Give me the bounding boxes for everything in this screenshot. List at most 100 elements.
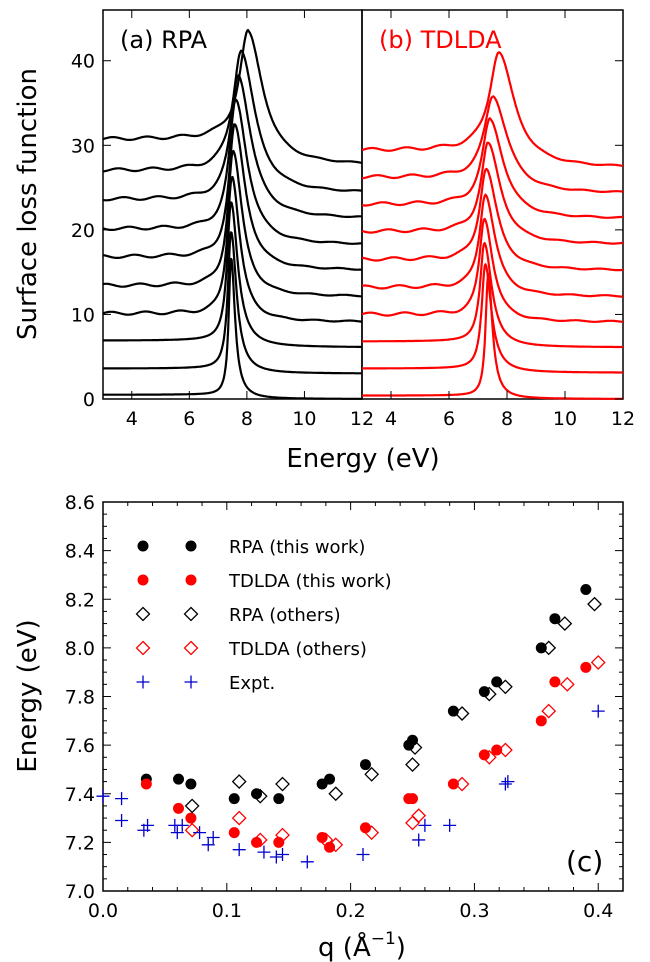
y-tick-label: 10 (71, 304, 95, 326)
bottom-y-axis-label: Energy (eV) (13, 619, 43, 772)
bottom-x-axis-label-sup: −1 (371, 929, 396, 949)
y-tick-label: 40 (71, 51, 95, 73)
series-2-point (454, 706, 470, 721)
series-2-point (275, 776, 290, 792)
legend-marker (185, 574, 197, 586)
series-3-point (405, 815, 420, 831)
series-4-point (498, 777, 512, 791)
panel-b-curve (361, 272, 624, 400)
panel-b-curve (361, 217, 624, 323)
x-tick-label: 12 (611, 408, 635, 430)
x-tick-label: 12 (350, 408, 374, 430)
series-3-point (252, 832, 268, 848)
series-4-point (591, 704, 605, 718)
bottom-x-axis-label-main: q (Å (318, 931, 371, 962)
panel-a-curve (102, 149, 363, 298)
series-3-point (590, 655, 606, 670)
x-tick-label: 6 (443, 408, 455, 430)
series-2-point (328, 786, 344, 802)
panel-a-curve (102, 123, 363, 271)
panel-c-ticks: 0.0 0.1 0.2 0.3 0.4 7.0 7.2 7.4 7.6 7.8 8.0 8.2 8.4 8… (65, 492, 623, 922)
legend-marker (135, 606, 151, 622)
legend-marker (183, 606, 199, 622)
y-tick-label: 8.0 (65, 638, 95, 660)
series-2-point (364, 766, 380, 782)
legend-label: RPA (others) (229, 605, 341, 626)
panel-b-curve (361, 117, 624, 219)
y-tick-label: 7.6 (65, 735, 95, 757)
y-tick-label: 7.4 (65, 784, 95, 806)
legend-marker (136, 675, 150, 689)
panel-c-legend: RPA (this work) TDLDA (this work) RPA (oth… (135, 537, 392, 694)
bottom-x-axis-label-close: ) (396, 933, 406, 962)
series-2-point (541, 640, 557, 656)
series-1-point (228, 827, 240, 839)
legend-label: Expt. (229, 673, 275, 694)
series-3-point (541, 703, 557, 719)
series-2-point (587, 596, 602, 612)
series-2-point (497, 679, 513, 695)
series-1-point (407, 793, 419, 805)
series-4-point (170, 826, 184, 840)
series-4-point (175, 818, 189, 832)
panel-a-curve (102, 257, 363, 400)
series-1-point (580, 661, 592, 673)
panel-a-curve (102, 175, 363, 323)
series-3-point (559, 676, 575, 692)
series-0-point (273, 793, 285, 805)
series-1-point (549, 676, 561, 688)
panel-b-tdlda: 4 6 8 10 12 (b) TDLDA (361, 9, 635, 430)
series-4-point (501, 775, 515, 789)
series-1-point (491, 744, 503, 756)
panel-a-curve (102, 201, 363, 348)
panel-a-rpa: 4 6 8 10 12 0 10 20 30 40 (a) RPA (71, 9, 374, 430)
legend-label: TDLDA (others) (228, 639, 367, 660)
series-4-point (257, 845, 271, 859)
y-tick-label: 8.6 (65, 492, 95, 514)
legend-marker (137, 574, 149, 586)
y-tick-label: 0 (83, 389, 95, 411)
series-2-point (407, 740, 423, 755)
panel-b-curve (361, 95, 624, 193)
panel-b-curve (361, 51, 624, 167)
series-1-point (535, 715, 547, 727)
panel-b-curve (361, 263, 624, 374)
series-0-point (359, 759, 371, 771)
series-0-point (535, 642, 547, 654)
panel-a-curve (102, 231, 363, 375)
series-2-point (231, 774, 247, 790)
x-tick-label: 10 (292, 408, 316, 430)
series-2-point (184, 798, 200, 814)
series-3-point (411, 808, 427, 824)
legend-marker (185, 540, 197, 552)
series-3-point (454, 776, 470, 792)
panel-a-label: (a) RPA (120, 26, 208, 54)
x-tick-label: 8 (501, 408, 513, 430)
series-0-point (407, 734, 419, 746)
series-4-point (96, 789, 110, 803)
panel-c-dispersion: 0.0 0.1 0.2 0.3 0.4 7.0 7.2 7.4 7.6 7.8 8.0 8.2 8.4 8… (65, 492, 624, 922)
y-tick-label: 7.8 (65, 687, 95, 709)
x-tick-label: 6 (183, 408, 195, 430)
series-4-point (201, 838, 215, 852)
panel-b-curve (361, 167, 624, 272)
panel-b-curve (361, 193, 624, 298)
series-1-point (447, 778, 459, 790)
panel-b-label: (b) TDLDA (379, 26, 502, 54)
y-tick-label: 7.0 (65, 881, 95, 903)
panel-a-curve (102, 98, 363, 245)
y-tick-label: 30 (71, 135, 95, 157)
series-4-point (269, 850, 283, 864)
series-3-point (328, 837, 344, 853)
series-3-point (184, 822, 200, 838)
series-4-point (115, 792, 129, 806)
panel-c-label: (c) (566, 845, 603, 878)
x-tick-label: 0.0 (88, 900, 118, 922)
top-x-axis-label: Energy (eV) (286, 444, 439, 474)
series-0-point (580, 584, 592, 596)
panel-a-ticks: 4 6 8 10 12 0 10 20 30 40 (71, 10, 374, 430)
panel-b-frame (361, 9, 624, 400)
legend-marker (184, 675, 198, 689)
series-0-point (185, 778, 197, 790)
series-0-point (491, 676, 503, 688)
